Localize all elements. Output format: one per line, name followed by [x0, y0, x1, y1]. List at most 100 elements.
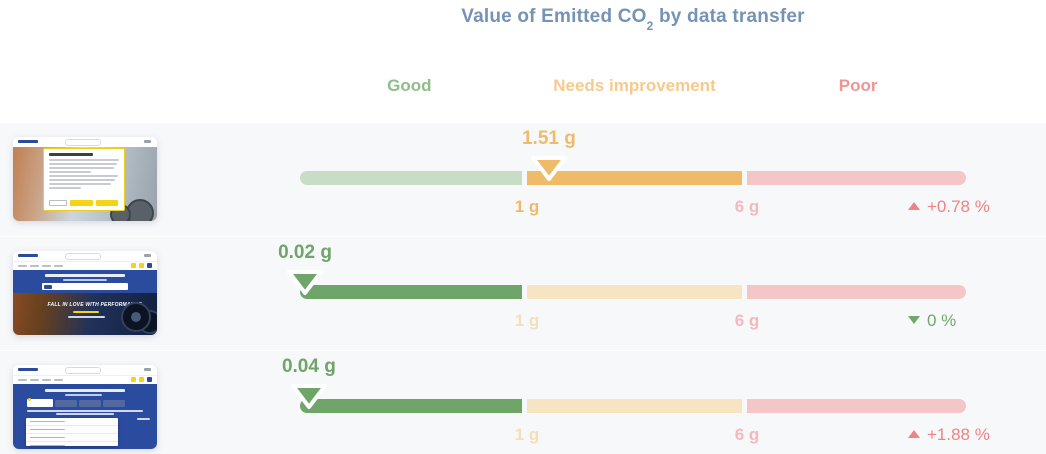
- menu-icon: [144, 254, 151, 257]
- hero-image: FALL IN LOVE WITH PERFORMANCE: [13, 293, 157, 335]
- gauge-segment-good: [300, 399, 522, 413]
- gauge-segment-needs-improvement: [527, 285, 742, 299]
- page-thumbnail-cookie-consent[interactable]: [13, 137, 157, 221]
- zone-label-needs-improvement: Needs improvement: [553, 76, 716, 95]
- tab: [55, 400, 78, 407]
- title-prefix: Value of Emitted CO: [461, 6, 647, 27]
- text-line: [49, 178, 116, 181]
- cart-icon: [131, 377, 136, 382]
- cookie-decline-button: [49, 199, 68, 206]
- nav-icons: [131, 263, 152, 268]
- text-line: [27, 410, 143, 412]
- browser-topbar: [13, 251, 157, 261]
- michelin-logo: [18, 254, 38, 257]
- page-title-line: [44, 389, 126, 392]
- tire-finder-banner: [13, 270, 157, 293]
- gauge-marker-icon: [289, 382, 329, 410]
- page-subtitle-line: [64, 394, 103, 396]
- arrow-down-icon: [908, 316, 920, 324]
- change-value: +1.88 %: [927, 425, 990, 444]
- change-indicator: 0 %: [908, 311, 956, 331]
- text-line: [49, 174, 118, 177]
- dropdown-option: [25, 426, 119, 434]
- hero-accent-line: [73, 311, 100, 313]
- text-line: [49, 162, 118, 165]
- menu-icon: [144, 368, 151, 371]
- input-icon: [43, 284, 52, 289]
- co2-gauge: 0.02 g 1 g 6 g: [278, 237, 966, 350]
- gauge-segment-poor: [747, 285, 966, 299]
- hero-subtext-line: [67, 316, 106, 318]
- gauge-bar: [300, 171, 966, 185]
- tick-1g: 1 g: [514, 425, 540, 444]
- nav-links: [18, 379, 63, 381]
- gauge-segment-poor: [747, 171, 966, 185]
- tire-search-input: [41, 283, 129, 290]
- search-bar-icon: [65, 253, 101, 260]
- michelin-logo: [18, 140, 38, 143]
- gauge-bar: [300, 399, 966, 413]
- text-line: [49, 166, 114, 169]
- change-indicator: +0.78 %: [908, 197, 990, 217]
- gauge-segment-poor: [747, 399, 966, 413]
- tick-6g: 6 g: [734, 425, 760, 444]
- nav-icons: [131, 377, 152, 382]
- co2-gauge: 1.51 g 1 g 6 g: [300, 123, 966, 236]
- gauge-bar: [300, 285, 966, 299]
- hero-headline: FALL IN LOVE WITH PERFORMANCE: [47, 302, 142, 308]
- page-thumbnail-results[interactable]: [13, 365, 157, 449]
- gauge-segment-needs-improvement: [527, 399, 742, 413]
- change-indicator: +1.88 %: [908, 425, 990, 445]
- browser-topbar: [13, 137, 157, 147]
- cookie-settings-button: [70, 199, 93, 206]
- page-thumbnail-homepage[interactable]: FALL IN LOVE WITH PERFORMANCE: [13, 251, 157, 335]
- michelin-logo: [18, 368, 38, 371]
- nav-links: [18, 265, 63, 267]
- co2-value-label: 1.51 g: [521, 128, 576, 149]
- dropdown-option: [25, 418, 119, 426]
- tire-finder-page: [13, 384, 157, 449]
- tab-active: [27, 398, 54, 407]
- emission-row-results-page: 0.04 g 1 g 6 g +1.88 %: [0, 351, 1046, 454]
- search-tabs: [27, 398, 126, 407]
- cookie-buttons: [49, 199, 119, 206]
- gauge-segment-needs-improvement: [527, 171, 742, 185]
- search-bar-icon: [65, 139, 101, 146]
- dealer-icon: [139, 377, 144, 382]
- tire-icon: [121, 302, 151, 332]
- site-navbar: [13, 261, 157, 271]
- tick-1g: 1 g: [514, 311, 540, 330]
- gauge-marker-icon: [529, 154, 569, 182]
- account-icon: [147, 263, 152, 268]
- dropdown-panel: [25, 418, 119, 446]
- text-line: [49, 186, 81, 189]
- text-line: [49, 182, 111, 185]
- dropdown-option: [26, 442, 118, 446]
- gauge-segment-good: [300, 171, 522, 185]
- page-title: Value of Emitted CO2 by data transfer: [300, 6, 966, 33]
- text-line: [56, 413, 114, 415]
- tab: [79, 400, 102, 407]
- banner-title-line: [44, 274, 126, 277]
- zone-header-row: Good Needs improvement Poor: [300, 76, 966, 96]
- browser-topbar: [13, 365, 157, 375]
- dropdown-option: [25, 434, 119, 442]
- emission-row-homepage: FALL IN LOVE WITH PERFORMANCE 0.02 g: [0, 237, 1046, 350]
- tick-6g: 6 g: [734, 311, 760, 330]
- emission-row-cookie-page: 1.51 g 1 g 6 g +0.78 %: [0, 123, 1046, 236]
- search-bar-icon: [65, 367, 101, 374]
- site-navbar: [13, 375, 157, 385]
- cookie-consent-modal: [43, 147, 126, 211]
- text-line: [49, 170, 92, 173]
- change-value: 0 %: [927, 311, 957, 330]
- emission-rows: 1.51 g 1 g 6 g +0.78 %: [0, 123, 1046, 454]
- change-value: +0.78 %: [927, 197, 990, 216]
- cart-icon: [131, 263, 136, 268]
- gauge-marker-icon: [285, 268, 325, 296]
- tab-dot-icon: [28, 398, 32, 401]
- modal-title-line: [49, 152, 93, 156]
- banner-subtitle-line: [63, 279, 107, 281]
- tick-1g: 1 g: [514, 197, 540, 216]
- tire-hub-icon: [131, 312, 141, 322]
